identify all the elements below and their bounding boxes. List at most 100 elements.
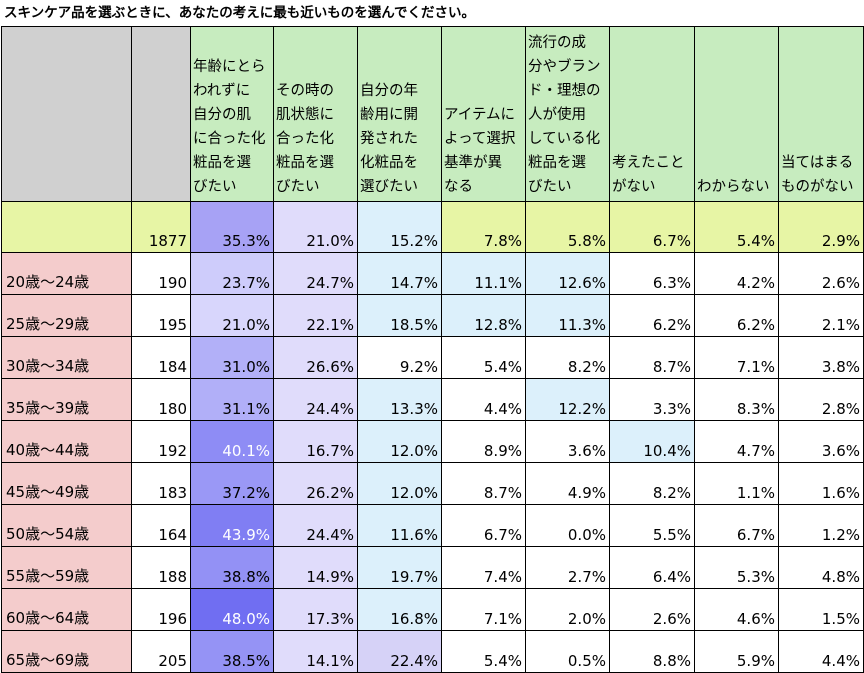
row-label: 50歳～54歳 (1, 504, 132, 547)
data-row: 25歳～29歳 195 21.0% 22.1% 18.5% 12.8% 11.3% 6.2% 6… (1, 294, 864, 337)
column-header-line: なる (444, 179, 473, 195)
row-value: 8.3% (694, 378, 779, 421)
row-value: 38.5% (190, 630, 274, 673)
column-header-line: びたい (528, 179, 572, 195)
row-label: 65歳～69歳 (1, 630, 132, 673)
column-header: 考えたこと がない (609, 26, 695, 202)
total-value: 5.4% (694, 201, 779, 253)
row-value: 4.4% (778, 630, 864, 673)
row-value: 2.0% (525, 588, 610, 631)
column-header: 当てはまる ものがない (778, 26, 864, 202)
data-row: 35歳～39歳 180 31.1% 24.4% 13.3% 4.4% 12.2% 3.3% 8.… (1, 378, 864, 421)
row-n: 205 (131, 630, 191, 673)
row-value: 5.4% (441, 630, 526, 673)
row-value: 31.1% (190, 378, 274, 421)
column-header-line: 合った化 (276, 131, 334, 147)
row-n: 196 (131, 588, 191, 631)
column-header-line: 人が使用 (528, 107, 586, 123)
row-value: 3.6% (525, 420, 610, 463)
row-value: 4.2% (694, 252, 779, 295)
row-value: 6.2% (694, 294, 779, 337)
column-header-line: 自分の年 (360, 83, 418, 99)
total-value: 21.0% (273, 201, 358, 253)
row-value: 4.6% (694, 588, 779, 631)
total-row: 1877 35.3% 21.0% 15.2% 7.8% 5.8% 6.7% 5.4% 2.9% (1, 201, 864, 253)
column-header-line: 流行の成 (528, 35, 586, 51)
column-header-line: ド・理想の (528, 83, 601, 99)
row-value: 12.0% (357, 462, 442, 505)
row-value: 4.7% (694, 420, 779, 463)
row-value: 2.6% (778, 252, 864, 295)
row-value: 12.0% (357, 420, 442, 463)
data-row: 40歳～44歳 192 40.1% 16.7% 12.0% 8.9% 3.6% 10.4% 4.… (1, 420, 864, 463)
row-value: 9.2% (357, 336, 442, 379)
column-header-line: がない (612, 179, 656, 195)
total-value: 5.8% (525, 201, 610, 253)
row-value: 1.6% (778, 462, 864, 505)
row-value: 3.8% (778, 336, 864, 379)
row-value: 8.9% (441, 420, 526, 463)
column-header-line: に合った化 (193, 131, 266, 147)
row-label: 30歳～34歳 (1, 336, 132, 379)
crosstab-table: 年齢にとら われずに 自分の肌 に合った化 粧品を選 びたい その時の 肌状態に 合った化 粧品を… (1, 26, 864, 673)
row-value: 6.3% (609, 252, 695, 295)
row-label: 45歳～49歳 (1, 462, 132, 505)
row-value: 19.7% (357, 546, 442, 589)
column-header: アイテムによって選択基準が異なる (441, 26, 526, 202)
row-n: 184 (131, 336, 191, 379)
row-value: 8.2% (525, 336, 610, 379)
column-header-line: 分やブラン (528, 59, 601, 75)
column-header: 自分の年 齢用に開 発された 化粧品を 選びたい (357, 26, 442, 202)
row-value: 22.1% (273, 294, 358, 337)
row-value: 38.8% (190, 546, 274, 589)
table-title: スキンケア品を選ぶときに、あなたの考えに最も近いものを選んでください。 (4, 5, 476, 21)
row-value: 7.1% (694, 336, 779, 379)
row-value: 8.7% (441, 462, 526, 505)
row-value: 14.9% (273, 546, 358, 589)
total-value: 7.8% (441, 201, 526, 253)
row-value: 6.7% (694, 504, 779, 547)
column-header-line: 当てはまる (781, 155, 854, 171)
data-row: 60歳～64歳 196 48.0% 17.3% 16.8% 7.1% 2.0% 2.6% 4.6… (1, 588, 864, 631)
data-row: 65歳～69歳 205 38.5% 14.1% 22.4% 5.4% 0.5% 8.8% 5.9… (1, 630, 864, 673)
row-value: 6.4% (609, 546, 695, 589)
row-label: 55歳～59歳 (1, 546, 132, 589)
column-header-line: わからない (697, 179, 770, 195)
row-value: 8.7% (609, 336, 695, 379)
column-header-line: よって選択 (444, 131, 516, 147)
row-value: 7.1% (441, 588, 526, 631)
column-header: その時の 肌状態に 合った化 粧品を選 びたい (273, 26, 358, 202)
data-row: 20歳～24歳 190 23.7% 24.7% 14.7% 11.1% 12.6% 6.3% 4… (1, 252, 864, 295)
column-header-line: 基準が異 (444, 155, 502, 171)
row-value: 4.4% (441, 378, 526, 421)
column-header-line: 肌状態に (276, 107, 334, 123)
column-header-line: 発された (360, 131, 418, 147)
row-n: 164 (131, 504, 191, 547)
column-header-line: 粧品を選 (528, 155, 586, 171)
total-n: 1877 (131, 201, 191, 253)
total-value: 35.3% (190, 201, 274, 253)
column-header: 流行の成 分やブラン ド・理想の 人が使用 している化 粧品を選 びたい (525, 26, 610, 202)
row-value: 16.7% (273, 420, 358, 463)
row-value: 37.2% (190, 462, 274, 505)
column-header-line: われずに (193, 83, 251, 99)
row-value: 12.8% (441, 294, 526, 337)
column-header-line: 化粧品を (360, 155, 418, 171)
column-header: わからない (694, 26, 779, 202)
row-value: 12.6% (525, 252, 610, 295)
row-value: 26.6% (273, 336, 358, 379)
row-value: 2.1% (778, 294, 864, 337)
column-header-line: 考えたこと (612, 155, 685, 171)
row-value: 21.0% (190, 294, 274, 337)
row-value: 6.7% (441, 504, 526, 547)
row-value: 8.2% (609, 462, 695, 505)
row-value: 14.7% (357, 252, 442, 295)
row-value: 8.8% (609, 630, 695, 673)
row-value: 2.6% (609, 588, 695, 631)
row-value: 23.7% (190, 252, 274, 295)
row-value: 6.2% (609, 294, 695, 337)
row-value: 22.4% (357, 630, 442, 673)
row-value: 24.4% (273, 378, 358, 421)
row-value: 13.3% (357, 378, 442, 421)
column-header-line: アイテムに (444, 107, 516, 123)
